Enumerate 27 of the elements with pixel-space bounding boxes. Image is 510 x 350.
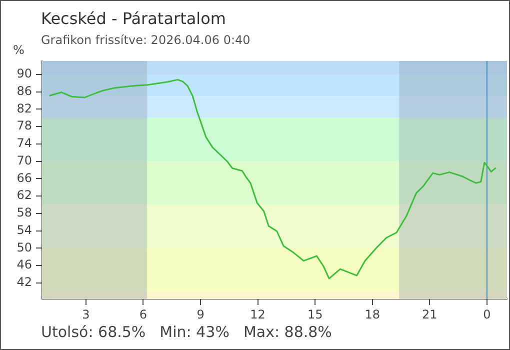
y-tick-label: 70	[16, 153, 32, 168]
y-tick-label: 54	[16, 222, 32, 237]
x-tick-label: 15	[307, 307, 323, 322]
y-tick-label: 74	[16, 136, 32, 150]
chart-subtitle: Grafikon frissítve: 2026.04.06 0:40	[41, 33, 250, 47]
x-tick-label: 21	[422, 307, 438, 322]
chart-title: Kecskéd - Páratartalom	[41, 9, 226, 28]
x-tick-label: 18	[364, 307, 380, 322]
x-tick-label: 0	[483, 307, 491, 322]
y-tick-label: 42	[16, 275, 32, 290]
y-tick-label: 66	[16, 170, 32, 185]
y-tick-label: 62	[16, 188, 32, 202]
x-tick-label: 6	[139, 307, 148, 322]
y-tick-label: 78	[16, 118, 32, 133]
text: Max: 88.8%	[243, 323, 332, 341]
y-tick-label: 82	[16, 101, 32, 116]
x-tick-label: 12	[250, 307, 266, 322]
y-tick-label: 86	[16, 84, 32, 98]
y-tick-label: 50	[16, 240, 32, 254]
x-tick-label: 9	[196, 307, 204, 322]
x-tick-label: 3	[82, 307, 90, 322]
text: Utolsó: 68.5%	[41, 323, 146, 341]
y-axis-title: %	[13, 43, 24, 57]
text: Min: 43%	[160, 323, 230, 341]
y-tick-label: 90	[16, 66, 32, 81]
y-tick-label: 46	[16, 258, 32, 272]
y-tick-label: 58	[16, 206, 32, 220]
